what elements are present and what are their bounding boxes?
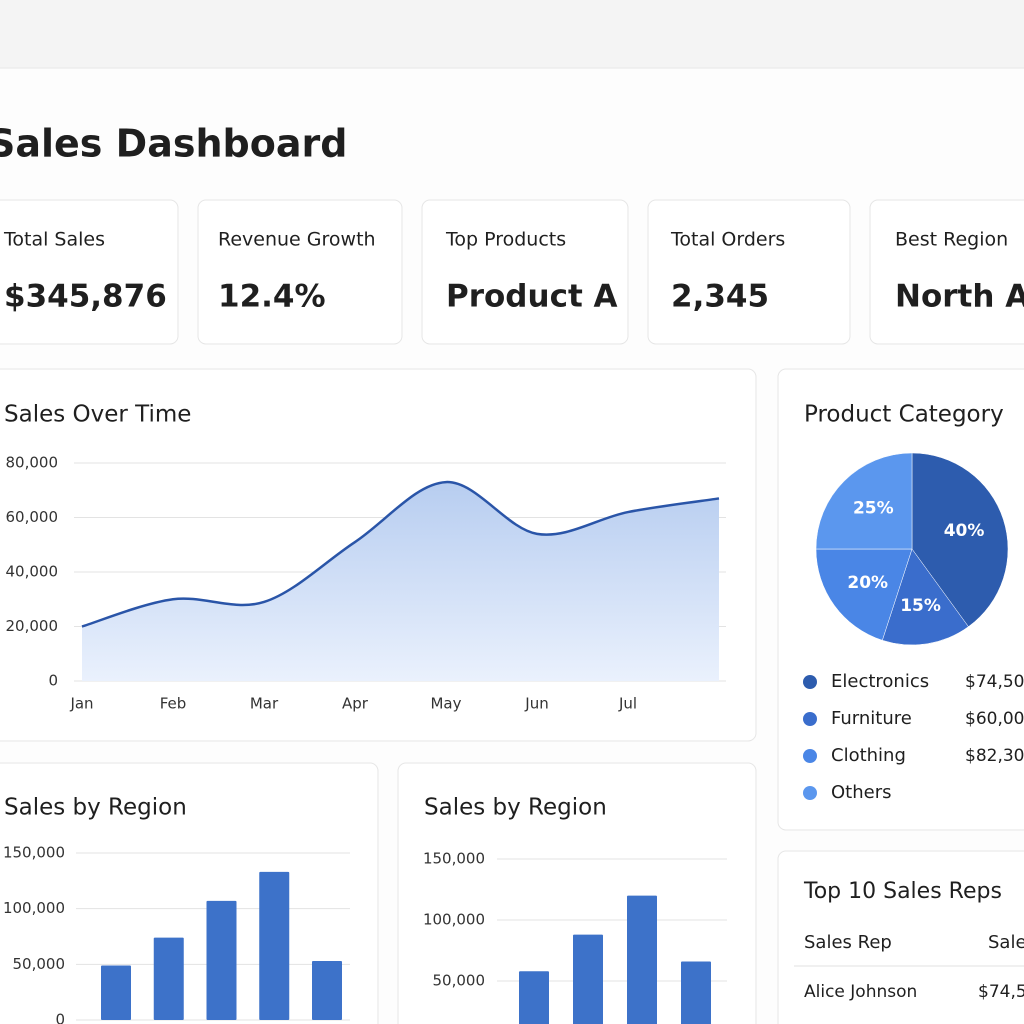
y-tick-label: 100,000 (423, 911, 485, 929)
y-tick-label: 0 (55, 1011, 65, 1024)
legend-swatch (803, 675, 817, 689)
bar (153, 937, 184, 1020)
slice-label: 40% (944, 521, 985, 541)
table-header: Sales Rep (804, 932, 892, 953)
chart-title: Product Category (804, 402, 1004, 428)
kpi-card (421, 199, 629, 345)
bar (627, 895, 657, 1024)
table-title: Top 10 Sales Reps (803, 879, 1002, 904)
chart-title: Sales by Region (4, 795, 187, 821)
table-header: Sales (988, 932, 1024, 953)
kpi-value: North America (895, 279, 1024, 315)
legend-swatch (803, 712, 817, 726)
slice-label: 25% (853, 498, 894, 518)
y-tick-label: 20,000 (6, 617, 59, 635)
bar (681, 961, 711, 1024)
kpi-value: Product A (446, 279, 618, 315)
kpi-card (0, 199, 179, 345)
y-tick-label: 150,000 (423, 850, 485, 868)
chart-title: Sales Over Time (4, 402, 191, 428)
area-fill (82, 482, 719, 681)
kpi-label: Best Region (895, 229, 1008, 251)
legend-swatch (803, 749, 817, 763)
legend-label: Electronics (831, 671, 929, 692)
pie-slice (815, 452, 913, 550)
legend-label: Furniture (831, 708, 912, 729)
chart-title: Sales by Region (424, 795, 607, 821)
kpi-label: Total Sales (3, 229, 105, 251)
bar (259, 871, 290, 1020)
y-tick-label: 50,000 (13, 955, 66, 973)
bar (573, 934, 603, 1024)
x-tick-label: May (430, 695, 461, 713)
legend-label: Clothing (831, 745, 906, 766)
x-tick-label: Jan (69, 695, 93, 713)
page-title: Sales Dashboard (0, 122, 347, 166)
table-card (777, 850, 1024, 1024)
x-tick-label: Mar (250, 695, 279, 713)
bar (101, 965, 131, 1020)
pie-slice (911, 452, 1009, 628)
kpi-value: 2,345 (671, 279, 769, 315)
kpi-label: Revenue Growth (218, 229, 376, 251)
x-tick-label: Jul (618, 695, 637, 713)
y-tick-label: 40,000 (6, 563, 59, 581)
pie-slice (815, 548, 913, 641)
x-tick-label: Feb (160, 695, 187, 713)
slice-label: 15% (900, 596, 941, 616)
x-tick-label: Apr (342, 695, 369, 713)
kpi-value: 12.4% (218, 279, 326, 315)
kpi-card (647, 199, 851, 345)
kpi-label: Top Products (445, 229, 566, 251)
y-tick-label: 50,000 (433, 972, 486, 990)
table-cell: Alice Johnson (804, 982, 917, 1002)
legend-swatch (803, 786, 817, 800)
bar (519, 971, 549, 1024)
kpi-value: $345,876 (4, 279, 167, 315)
y-tick-label: 150,000 (3, 844, 65, 862)
top-bar (0, 0, 1024, 68)
bar (312, 960, 342, 1020)
chart-card (397, 762, 757, 1024)
legend-label: Others (831, 782, 892, 803)
kpi-label: Total Orders (670, 229, 785, 251)
kpi-card (869, 199, 1024, 345)
legend-amount: $82,300 (965, 746, 1024, 766)
y-tick-label: 60,000 (6, 508, 59, 526)
y-tick-label: 80,000 (6, 454, 59, 472)
y-tick-label: 100,000 (3, 899, 65, 917)
slice-label: 20% (847, 573, 888, 593)
kpi-card (197, 199, 403, 345)
table-cell: $74,500 (978, 982, 1024, 1002)
legend-amount: $60,000 (965, 709, 1024, 729)
pie-slice (882, 548, 969, 646)
y-tick-label: 0 (48, 672, 58, 690)
x-tick-label: Jun (524, 695, 548, 713)
bar (206, 900, 237, 1020)
line (81, 480, 720, 628)
legend-amount: $74,500 (965, 672, 1024, 692)
